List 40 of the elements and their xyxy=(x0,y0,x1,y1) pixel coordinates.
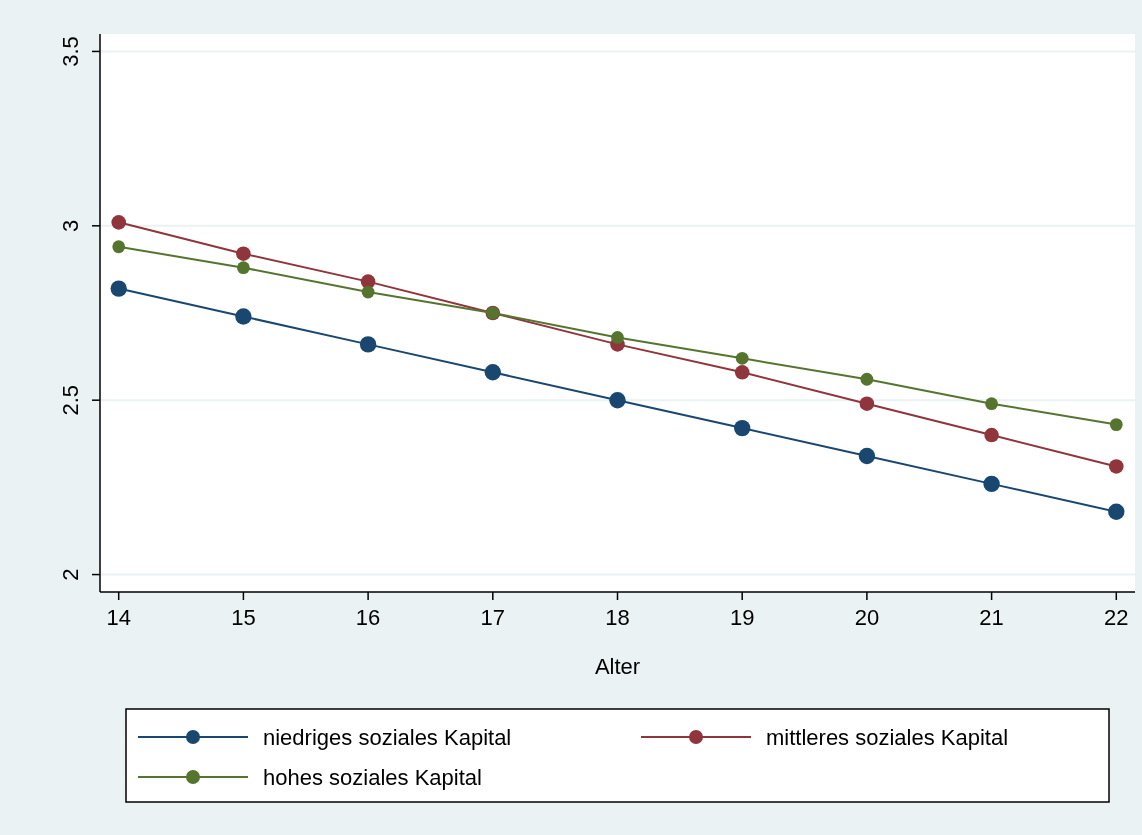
point xyxy=(983,475,1000,493)
y-tick-label: 3.5 xyxy=(58,36,83,67)
x-tick-label: 20 xyxy=(854,605,880,630)
point xyxy=(611,331,624,344)
point xyxy=(734,419,751,437)
x-tick-label: 22 xyxy=(1104,605,1129,630)
x-tick-label: 16 xyxy=(355,605,381,630)
x-tick-label: 15 xyxy=(231,605,256,630)
x-tick-label: 14 xyxy=(106,605,131,630)
x-tick-label: 19 xyxy=(729,605,755,630)
point xyxy=(985,397,998,411)
point xyxy=(859,396,875,411)
point xyxy=(235,308,252,325)
point xyxy=(110,280,127,297)
point xyxy=(484,364,501,381)
point xyxy=(112,240,126,254)
y-tick-label: 2.5 xyxy=(58,384,83,416)
x-tick-label: 17 xyxy=(480,605,506,630)
point xyxy=(237,261,250,275)
point xyxy=(1109,459,1124,474)
point xyxy=(609,391,626,409)
point xyxy=(734,364,750,380)
point xyxy=(236,246,251,262)
x-axis-title: Alter xyxy=(594,654,641,679)
point xyxy=(111,215,127,230)
legend-label: hohes soziales Kapital xyxy=(263,765,482,790)
point xyxy=(860,372,874,386)
point xyxy=(984,427,999,443)
legend-label: mittleres soziales Kapital xyxy=(766,725,1009,750)
point xyxy=(359,336,377,353)
legend-label: niedriges soziales Kapital xyxy=(263,725,512,750)
point xyxy=(735,351,749,365)
x-tick-label: 21 xyxy=(979,605,1004,630)
y-tick-label: 3 xyxy=(58,219,83,232)
y-tick-label: 2 xyxy=(58,568,83,581)
point xyxy=(1108,503,1125,520)
point xyxy=(1109,418,1123,431)
x-tick-label: 18 xyxy=(605,605,630,630)
point xyxy=(361,285,375,299)
point xyxy=(858,447,876,465)
